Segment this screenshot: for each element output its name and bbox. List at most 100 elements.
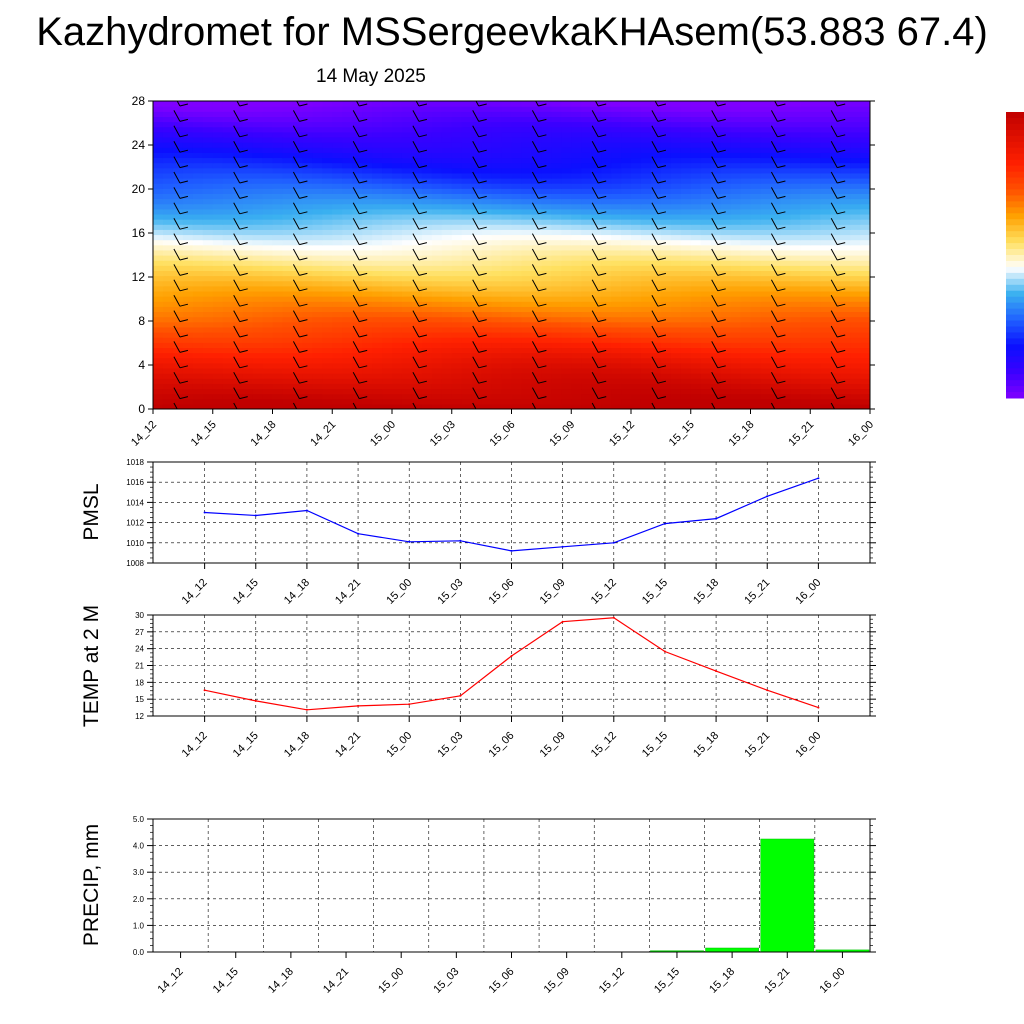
heatmap-cell (850, 152, 861, 159)
heatmap-cell (461, 188, 473, 194)
heatmap-cell (471, 111, 483, 117)
wind-barb (833, 101, 838, 107)
heatmap-cell (760, 111, 772, 117)
heatmap-cell (153, 357, 164, 364)
heatmap-cell (621, 229, 632, 236)
heatmap-cell (372, 249, 383, 256)
heatmap-cell (840, 188, 851, 194)
heatmap-cell (730, 219, 742, 225)
heatmap-cell (531, 290, 542, 297)
heatmap-cell (740, 301, 752, 307)
heatmap-cell (302, 111, 313, 117)
heatmap-cell (850, 208, 861, 215)
heatmap-cell (332, 178, 343, 184)
heatmap-cell (640, 296, 652, 302)
heatmap-cell (342, 347, 353, 354)
wind-barb (173, 110, 181, 122)
heatmap-cell (421, 147, 433, 153)
wind-barb-flag (657, 257, 667, 261)
heatmap-cell (660, 357, 672, 364)
heatmap-cell (581, 383, 592, 390)
heatmap-cell (690, 244, 702, 251)
heatmap-cell (591, 332, 602, 338)
heatmap-cell (740, 398, 752, 405)
heatmap-cell (740, 285, 752, 292)
heatmap-cell (541, 342, 552, 348)
wind-barb-flag (418, 211, 428, 215)
wind-barb-flag (657, 288, 667, 292)
wind-barb-flag (837, 365, 846, 369)
heatmap-cell (670, 296, 682, 302)
heatmap-cell (770, 111, 781, 117)
heatmap-cell (800, 275, 811, 282)
heatmap-cell (511, 147, 523, 153)
wind-barb (352, 140, 360, 153)
heatmap-cell (820, 316, 831, 323)
heatmap-cell (640, 352, 652, 359)
heatmap-cell (392, 290, 403, 297)
heatmap-cell (790, 403, 801, 409)
heatmap-cell (551, 403, 562, 409)
heatmap-cell (421, 244, 433, 251)
heatmap-cell (172, 106, 184, 112)
heatmap-cell (212, 280, 224, 287)
heatmap-cell (262, 116, 274, 123)
heatmap-cell (571, 162, 582, 169)
heatmap-cell (551, 142, 562, 148)
heatmap-cell (501, 260, 513, 266)
wind-barb-flag (657, 396, 667, 400)
wind-barb-flag (299, 412, 307, 414)
x-tick-label: 15_00 (368, 419, 398, 449)
heatmap-cell (730, 403, 742, 409)
heatmap-cell (820, 342, 831, 348)
heatmap-cell (212, 285, 224, 292)
wind-barb (352, 325, 360, 338)
heatmap-cell (202, 383, 214, 390)
heatmap-cell (820, 219, 831, 225)
heatmap-cell (581, 388, 592, 395)
heatmap-cell (591, 321, 602, 328)
heatmap-cell (332, 157, 343, 164)
wind-barb (711, 294, 719, 307)
heatmap-cell (312, 332, 323, 338)
heatmap-cell (541, 403, 552, 409)
heatmap-cell (541, 357, 552, 364)
heatmap-cell (182, 255, 194, 261)
wind-barb (651, 156, 659, 168)
heatmap-cell (571, 347, 582, 354)
heatmap-cell (192, 131, 204, 138)
heatmap-cell (451, 224, 463, 230)
heatmap-cell (441, 342, 453, 348)
heatmap-cell (153, 188, 164, 194)
wind-barb-flag (239, 103, 248, 107)
heatmap-cell (631, 101, 642, 107)
heatmap-cell (840, 198, 851, 205)
heatmap-cell (660, 275, 672, 282)
wind-barb-flag (359, 380, 368, 384)
heatmap-cell (830, 239, 841, 246)
heatmap-cell (860, 239, 870, 246)
heatmap-cell (820, 378, 831, 384)
heatmap-cell (690, 316, 702, 323)
heatmap-cell (790, 393, 801, 400)
heatmap-cell (770, 183, 781, 189)
wind-barb-flag (478, 334, 487, 338)
heatmap-cell (461, 167, 473, 174)
heatmap-cell (382, 178, 393, 184)
heatmap-cell (730, 301, 742, 307)
heatmap-cell (352, 321, 363, 328)
y-tick-label: 0 (138, 402, 145, 416)
heatmap-cell (690, 116, 702, 123)
heatmap-cell (372, 326, 383, 333)
heatmap-cell (830, 213, 841, 220)
heatmap-cell (810, 255, 821, 261)
heatmap-cell (471, 224, 483, 230)
heatmap-cell (232, 260, 244, 266)
heatmap-cell (182, 285, 194, 292)
wind-barb-flag (897, 181, 905, 183)
heatmap-cell (153, 147, 164, 153)
wind-barb-flag (777, 334, 786, 338)
heatmap-cell (252, 239, 264, 246)
heatmap-cell (362, 172, 373, 179)
heatmap-cell (631, 275, 642, 282)
